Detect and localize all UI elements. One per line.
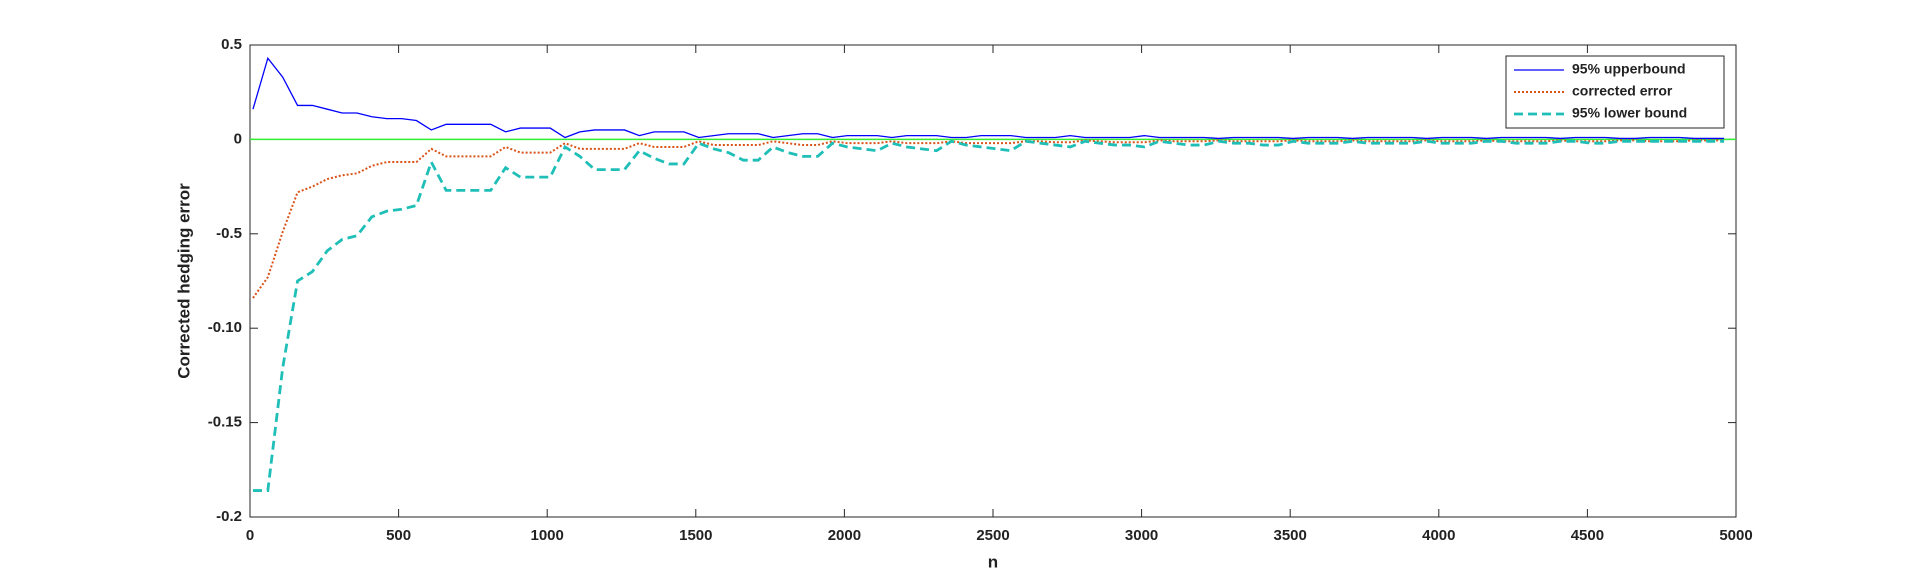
y-tick-label: -0.5 bbox=[216, 225, 242, 242]
legend-label: 95% upperbound bbox=[1572, 61, 1686, 77]
x-tick-label: 5000 bbox=[1719, 527, 1752, 544]
x-tick-label: 3000 bbox=[1125, 527, 1158, 544]
y-axis-label: Corrected hedging error bbox=[174, 183, 193, 379]
y-tick-label: -0.2 bbox=[216, 508, 242, 525]
x-tick-label: 1500 bbox=[679, 527, 712, 544]
x-tick-label: 2500 bbox=[976, 527, 1009, 544]
series-line bbox=[252, 56, 1725, 140]
x-axis-label: n bbox=[988, 552, 998, 571]
legend-label: 95% lower bound bbox=[1572, 105, 1687, 121]
series-line bbox=[252, 139, 1725, 492]
plot-frame bbox=[249, 44, 1737, 518]
x-tick-label: 0 bbox=[246, 527, 254, 544]
y-tick-label: -0.10 bbox=[208, 319, 242, 336]
y-tick-label: 0 bbox=[234, 130, 242, 147]
y-tick-label: -0.15 bbox=[208, 414, 242, 431]
x-tick-label: 4500 bbox=[1571, 527, 1604, 544]
x-tick-label: 4000 bbox=[1422, 527, 1455, 544]
legend-box bbox=[1505, 55, 1725, 129]
x-tick-label: 3500 bbox=[1274, 527, 1307, 544]
x-tick-label: 2000 bbox=[828, 527, 861, 544]
x-tick-label: 500 bbox=[386, 527, 411, 544]
legend-label: corrected error bbox=[1572, 83, 1673, 99]
x-tick-label: 1000 bbox=[531, 527, 564, 544]
y-tick-label: 0.5 bbox=[221, 36, 242, 53]
